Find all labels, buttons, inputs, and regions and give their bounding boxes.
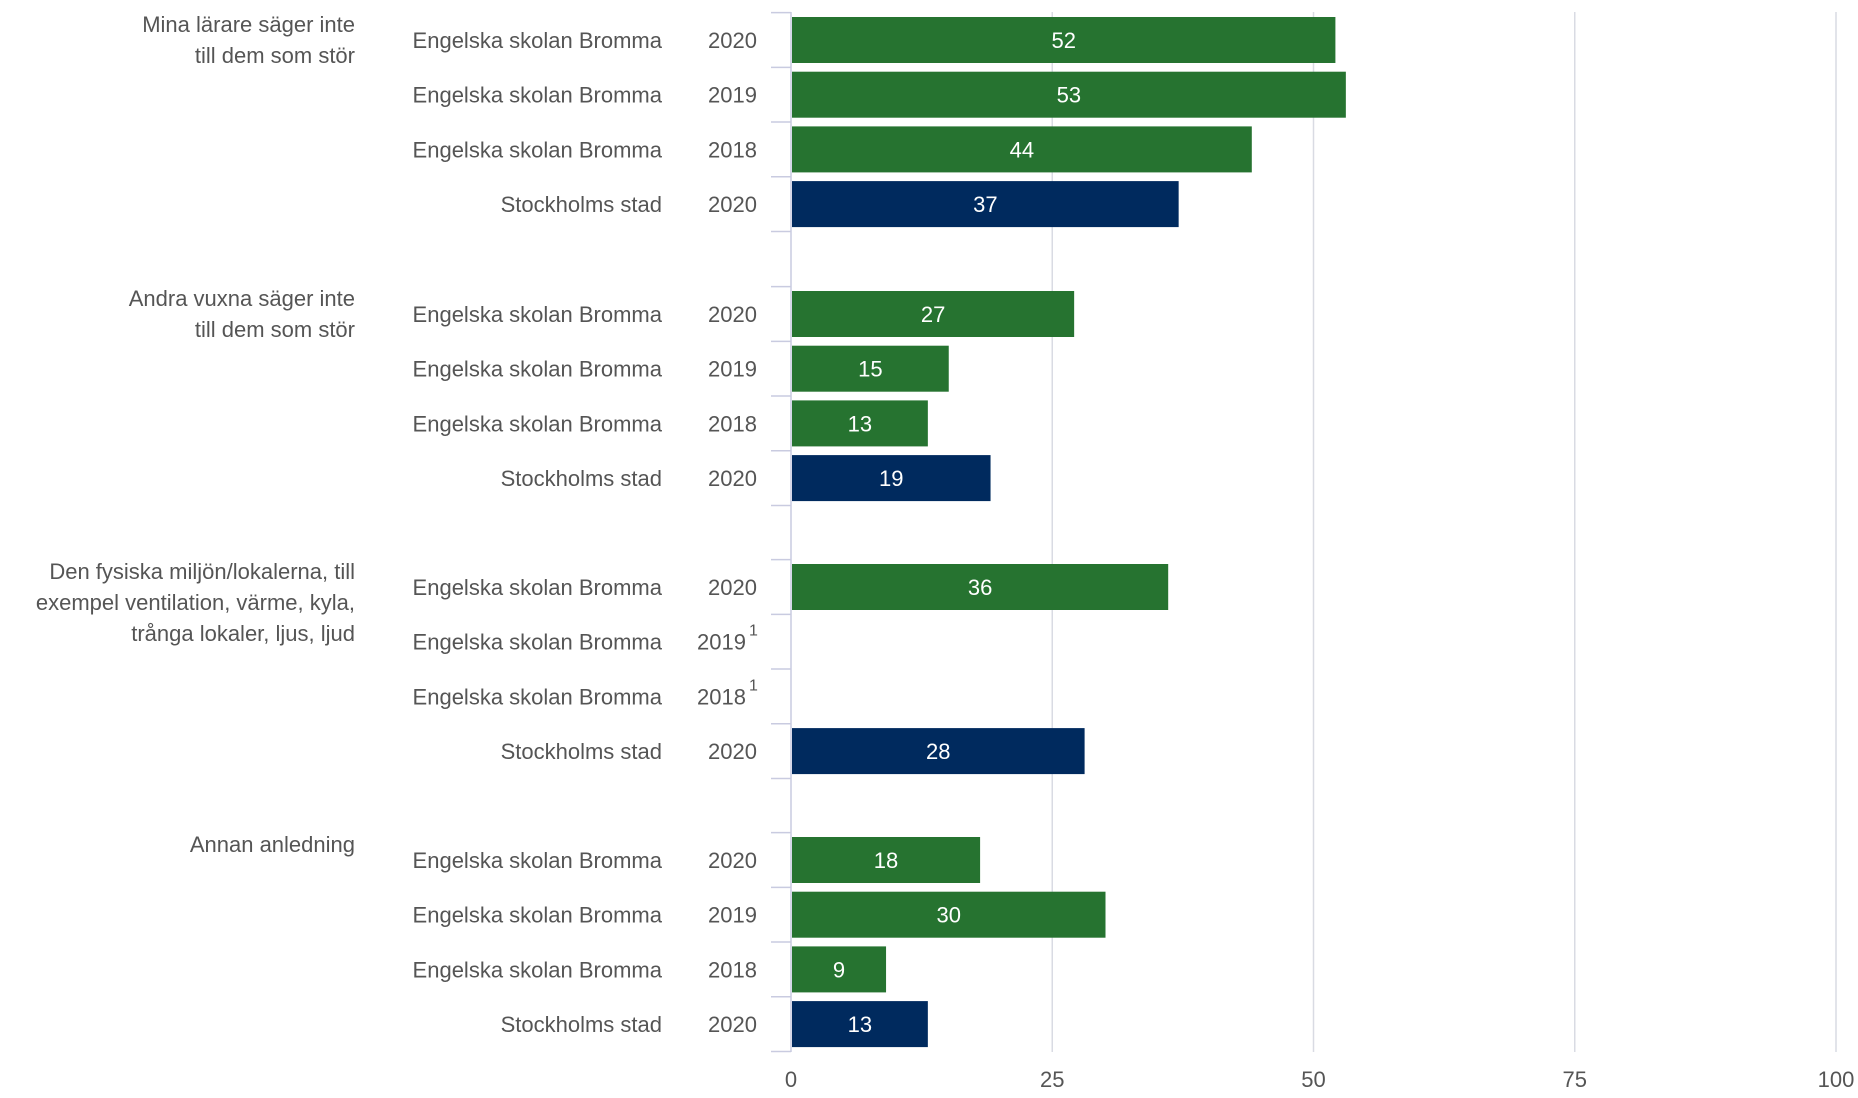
bar bbox=[792, 891, 1106, 938]
data-label: 28 bbox=[926, 739, 950, 764]
year-label: 2019 bbox=[708, 903, 757, 928]
organization-label: Stockholms stad bbox=[501, 1012, 662, 1037]
organization-label: Engelska skolan Bromma bbox=[413, 28, 663, 53]
footnote-marker: 1 bbox=[749, 623, 758, 640]
footnote-marker: 1 bbox=[749, 677, 758, 694]
organization-label: Engelska skolan Bromma bbox=[413, 630, 663, 655]
bar bbox=[792, 564, 1169, 610]
organization-label: Engelska skolan Bromma bbox=[413, 137, 663, 162]
group-label: till dem som stör bbox=[195, 317, 355, 342]
bar bbox=[792, 455, 991, 502]
data-label: 15 bbox=[858, 357, 882, 382]
group-label: Den fysiska miljön/lokalerna, till bbox=[49, 559, 355, 584]
year-label: 2018 bbox=[708, 957, 757, 982]
bars: 52 53 44 37 27 15 13 19 36 28 18 30 9 13 bbox=[792, 17, 1346, 1048]
organization-label: Stockholms stad bbox=[501, 466, 662, 491]
data-label: 18 bbox=[874, 848, 898, 873]
group-label: trånga lokaler, ljus, ljud bbox=[131, 621, 355, 646]
year-label: 2018 bbox=[708, 411, 757, 436]
x-tick-label: 25 bbox=[1040, 1067, 1064, 1092]
organization-label: Stockholms stad bbox=[501, 192, 662, 217]
group-label: Mina lärare säger inte bbox=[142, 12, 355, 37]
year-label: 2020 bbox=[708, 466, 757, 491]
organization-label: Engelska skolan Bromma bbox=[413, 848, 663, 873]
data-label: 37 bbox=[973, 192, 997, 217]
organization-label: Engelska skolan Bromma bbox=[413, 684, 663, 709]
data-label: 19 bbox=[879, 466, 903, 491]
data-label: 13 bbox=[848, 411, 872, 436]
organization-label: Engelska skolan Bromma bbox=[413, 302, 663, 327]
bar bbox=[792, 181, 1179, 228]
bar bbox=[792, 946, 887, 993]
data-label: 52 bbox=[1051, 28, 1075, 53]
x-tick-label: 100 bbox=[1818, 1067, 1855, 1092]
category-labels: Mina lärare säger inte till dem som stör E… bbox=[36, 12, 758, 1037]
x-tick-label: 75 bbox=[1563, 1067, 1587, 1092]
organization-label: Engelska skolan Bromma bbox=[413, 957, 663, 982]
year-label: 2020 bbox=[708, 192, 757, 217]
year-label: 2020 bbox=[708, 302, 757, 327]
year-label: 2018 bbox=[697, 684, 746, 709]
organization-label: Engelska skolan Bromma bbox=[413, 575, 663, 600]
bar bbox=[792, 126, 1252, 173]
organization-label: Engelska skolan Bromma bbox=[413, 411, 663, 436]
organization-label: Stockholms stad bbox=[501, 739, 662, 764]
year-label: 2020 bbox=[708, 575, 757, 600]
data-label: 27 bbox=[921, 302, 945, 327]
year-label: 2019 bbox=[708, 83, 757, 108]
organization-label: Engelska skolan Bromma bbox=[413, 903, 663, 928]
bar bbox=[792, 291, 1075, 337]
year-label: 2020 bbox=[708, 1012, 757, 1037]
bar bbox=[792, 837, 981, 883]
y-axis bbox=[771, 11, 792, 1053]
data-label: 44 bbox=[1010, 137, 1034, 162]
gridlines bbox=[1051, 12, 1837, 1052]
bar bbox=[792, 728, 1085, 775]
x-axis-ticks: 0 25 50 75 100 bbox=[785, 1067, 1854, 1092]
year-label: 2020 bbox=[708, 28, 757, 53]
organization-label: Engelska skolan Bromma bbox=[413, 83, 663, 108]
group-label: till dem som stör bbox=[195, 43, 355, 68]
data-label: 53 bbox=[1057, 83, 1081, 108]
bar bbox=[792, 71, 1346, 118]
bar bbox=[792, 1001, 928, 1048]
x-tick-label: 0 bbox=[785, 1067, 797, 1092]
group-label: Annan anledning bbox=[190, 832, 355, 857]
year-label: 2019 bbox=[708, 357, 757, 382]
year-label: 2018 bbox=[708, 137, 757, 162]
data-label: 13 bbox=[848, 1012, 872, 1037]
group-label: exempel ventilation, värme, kyla, bbox=[36, 590, 355, 615]
data-label: 9 bbox=[833, 957, 845, 982]
data-label: 36 bbox=[968, 575, 992, 600]
bar bbox=[792, 17, 1336, 63]
x-tick-label: 50 bbox=[1301, 1067, 1325, 1092]
year-label: 2020 bbox=[708, 848, 757, 873]
year-label: 2020 bbox=[708, 739, 757, 764]
year-label: 2019 bbox=[697, 630, 746, 655]
bar bbox=[792, 400, 928, 447]
bar bbox=[792, 345, 949, 392]
group-label: Andra vuxna säger inte bbox=[129, 286, 355, 311]
organization-label: Engelska skolan Bromma bbox=[413, 357, 663, 382]
data-label: 30 bbox=[937, 903, 961, 928]
